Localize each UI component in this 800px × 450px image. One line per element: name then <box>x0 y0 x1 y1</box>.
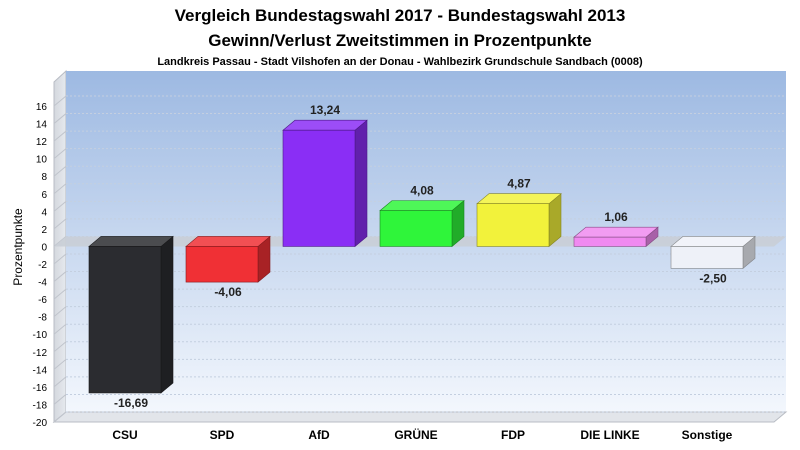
bar-afd <box>282 119 368 248</box>
grid-line-side-10 <box>53 271 67 282</box>
bar-front <box>88 246 162 394</box>
y-tick-label: -2 <box>38 260 47 271</box>
y-tick-label: -14 <box>33 365 48 376</box>
bar-front <box>476 203 550 247</box>
bar-top <box>282 119 368 131</box>
grid-line-side-12 <box>53 306 67 318</box>
bar-value-label: 1,06 <box>604 210 628 224</box>
bar-csu <box>88 235 174 394</box>
bar-front <box>573 236 647 247</box>
bar-front <box>185 246 259 283</box>
bar-front <box>282 129 356 247</box>
bar-value-label: -16,69 <box>114 396 148 410</box>
y-tick-label: -16 <box>33 383 48 394</box>
bars: -16,69 -4,06 13,24 4,08 4,87 1,06 -2,50 <box>88 103 756 410</box>
y-tick-label: -12 <box>33 348 48 359</box>
y-tick-label: 6 <box>41 190 47 201</box>
chart-title: Vergleich Bundestagswahl 2017 - Bundesta… <box>175 6 626 25</box>
y-tick-label: 4 <box>41 207 47 218</box>
y-tick-label: -10 <box>33 330 48 341</box>
bar-front <box>379 210 453 247</box>
bar-grüne <box>379 199 465 248</box>
y-tick-label: -8 <box>38 313 47 324</box>
y-tick-label: 2 <box>41 225 47 236</box>
grid-line-side-6 <box>53 200 67 212</box>
chart-subtitle: Gewinn/Verlust Zweitstimmen in Prozentpu… <box>208 31 592 50</box>
grid-line-side-17 <box>53 394 67 405</box>
x-tick-label: AfD <box>308 428 330 442</box>
bar-value-label: -4,06 <box>214 285 242 299</box>
bar-spd <box>185 235 271 283</box>
x-tick-label: FDP <box>501 428 525 442</box>
y-tick-label: 0 <box>41 242 47 253</box>
x-tick-label: CSU <box>112 428 137 442</box>
chart-subsubtitle: Landkreis Passau - Stadt Vilshofen an de… <box>157 56 643 68</box>
plot-floor <box>52 411 788 423</box>
bar-front <box>670 246 744 269</box>
bar-side <box>160 235 174 394</box>
bar-value-label: 4,08 <box>410 184 434 198</box>
bar-value-label: 4,87 <box>507 177 531 191</box>
bar-top <box>573 226 659 238</box>
bar-side <box>354 119 368 248</box>
y-tick-label: 8 <box>41 172 47 183</box>
bar-top <box>670 236 756 247</box>
y-axis: 16 14 12 10 8 6 4 2 0 -2 -4 -6 -8 -10 -12 -14 -16 -18 -20 <box>33 102 48 429</box>
bar-sonstige <box>670 235 756 270</box>
x-tick-label: GRÜNE <box>394 427 437 442</box>
bar-top <box>88 236 174 247</box>
x-axis: CSU SPD AfD GRÜNE FDP DIE LINKE Sonstige <box>112 427 732 442</box>
x-tick-label: SPD <box>210 428 235 442</box>
y-tick-label: 14 <box>36 120 48 131</box>
y-tick-label: -20 <box>33 418 48 429</box>
grid-line-side-14 <box>53 341 67 353</box>
y-tick-label: -18 <box>33 400 48 411</box>
grid-line-side-0 <box>53 95 67 107</box>
y-tick-label: -4 <box>38 278 47 289</box>
y-tick-label: 10 <box>36 155 48 166</box>
grid-line-side-4 <box>53 165 67 177</box>
y-tick-label: 16 <box>36 102 48 113</box>
y-tick-label: -6 <box>38 295 47 306</box>
grid-line-side-9 <box>53 253 67 265</box>
y-tick-label: 12 <box>36 137 48 148</box>
grid-line-side-18 <box>53 411 67 423</box>
y-axis-label: Prozentpunkte <box>11 208 25 286</box>
x-tick-label: Sonstige <box>682 428 733 442</box>
x-tick-label: DIE LINKE <box>580 428 639 442</box>
grid-line-side-15 <box>53 358 67 370</box>
bar-fdp <box>476 193 562 248</box>
grid-line-side-16 <box>53 376 67 388</box>
bar-top <box>379 200 465 211</box>
bar-top <box>185 236 271 247</box>
grid-line-side-3 <box>53 148 67 160</box>
plot-left-wall <box>53 69 67 424</box>
bar-value-label: -2,50 <box>699 271 727 285</box>
bar-value-label: 13,24 <box>310 103 340 117</box>
grid-line-side-2 <box>53 130 67 142</box>
bar-top <box>476 193 562 204</box>
grid-line-side-5 <box>53 183 67 195</box>
bar-die-linke <box>573 226 659 248</box>
grid-line-side-11 <box>53 288 67 300</box>
grid-line-side-13 <box>53 323 67 335</box>
grid-line-side-1 <box>53 113 67 124</box>
grid-line-side-7 <box>53 218 67 230</box>
